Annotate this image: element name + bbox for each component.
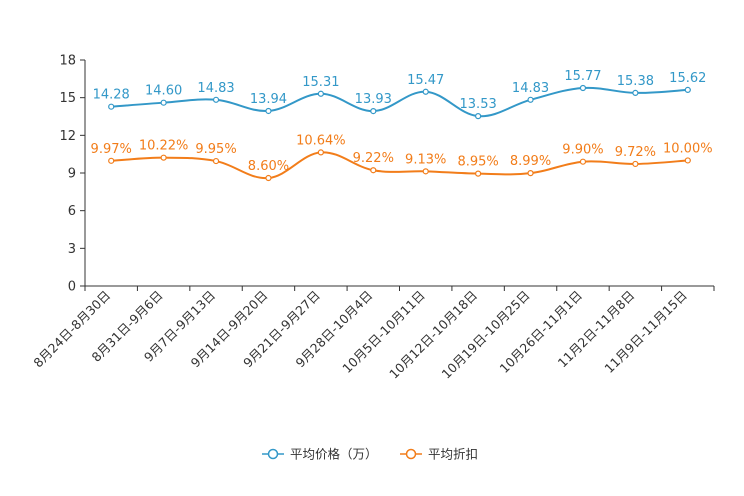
data-point xyxy=(579,158,587,165)
data-point xyxy=(422,168,429,175)
data-label: 15.62 xyxy=(669,71,706,86)
x-category-label: 10月19日-10月25日 xyxy=(439,288,533,382)
y-tick-label: 12 xyxy=(59,129,76,144)
data-label: 10.22% xyxy=(139,139,189,154)
series-line xyxy=(111,86,688,118)
data-label: 14.28 xyxy=(93,88,130,103)
data-label: 14.83 xyxy=(197,81,234,96)
data-point xyxy=(370,167,377,174)
data-label: 8.95% xyxy=(457,155,498,170)
plot-area: 14.28 14.60 14.83 13.94 15.31 13.93 15.47 13.53… xyxy=(91,69,713,182)
data-point xyxy=(317,90,324,97)
data-point xyxy=(108,103,115,110)
data-point xyxy=(422,88,429,95)
legend-marker-1 xyxy=(267,448,279,460)
series-line xyxy=(111,151,688,180)
data-label: 9.13% xyxy=(405,152,446,167)
data-label: 14.60 xyxy=(145,84,182,99)
data-point xyxy=(370,108,377,115)
data-point xyxy=(265,174,272,182)
data-point xyxy=(632,89,639,96)
data-label: 9.72% xyxy=(615,145,656,160)
data-label: 9.95% xyxy=(195,142,236,157)
data-point xyxy=(212,157,220,165)
data-point xyxy=(265,107,272,115)
data-label: 15.31 xyxy=(302,75,339,90)
data-label: 9.90% xyxy=(562,143,603,158)
y-tick-label: 15 xyxy=(59,91,76,106)
series-1: 14.28 14.60 14.83 13.94 15.31 13.93 15.47 13.53… xyxy=(93,69,706,120)
data-label: 15.47 xyxy=(407,73,444,88)
y-tick-label: 9 xyxy=(68,167,76,182)
legend: 平均价格（万） 平均折扣 xyxy=(262,447,478,462)
data-point xyxy=(160,154,167,161)
data-point xyxy=(632,160,639,168)
data-label: 10.00% xyxy=(663,141,713,156)
y-tick-label: 6 xyxy=(68,204,76,219)
data-point xyxy=(684,157,691,164)
y-tick-label: 3 xyxy=(68,242,76,257)
x-category-label: 10月12日-10月18日 xyxy=(386,288,480,382)
data-label: 9.97% xyxy=(91,142,132,157)
data-label: 8.60% xyxy=(248,159,289,174)
data-label: 15.38 xyxy=(617,74,654,89)
data-label: 15.77 xyxy=(564,69,601,84)
data-label: 9.22% xyxy=(353,151,394,166)
data-point xyxy=(108,157,115,164)
y-tick-label: 0 xyxy=(68,280,76,295)
data-label: 8.99% xyxy=(510,154,551,169)
data-point xyxy=(160,99,167,106)
data-point xyxy=(527,96,534,103)
legend-label-1: 平均价格（万） xyxy=(290,447,378,462)
data-label: 10.64% xyxy=(296,133,346,148)
series-2: 9.97% 10.22% 9.95% 8.60% 10.64% 9.22% 9.13% 8.9… xyxy=(91,133,713,182)
data-point xyxy=(684,86,691,93)
y-tick-label: 18 xyxy=(59,54,76,69)
data-point xyxy=(212,96,220,103)
data-point xyxy=(317,149,324,156)
data-label: 13.93 xyxy=(355,92,392,107)
legend-label-2: 平均折扣 xyxy=(428,447,478,462)
data-point xyxy=(579,84,587,92)
legend-marker-2 xyxy=(405,448,417,460)
data-label: 14.83 xyxy=(512,81,549,96)
data-label: 13.53 xyxy=(460,97,497,112)
data-point xyxy=(475,170,482,177)
data-point xyxy=(527,170,534,177)
data-point xyxy=(475,113,482,120)
data-label: 13.94 xyxy=(250,92,287,107)
